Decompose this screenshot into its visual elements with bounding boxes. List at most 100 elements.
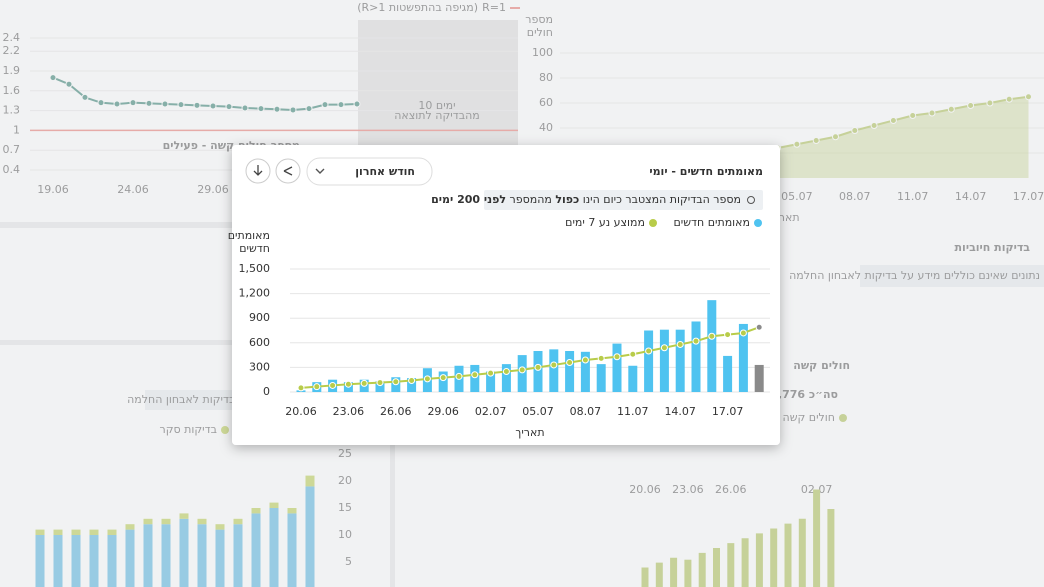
note-text: מהמספר [510, 193, 552, 206]
side-title: בדיקות חיוביות [955, 241, 1031, 254]
legend-dot [649, 219, 657, 227]
x-tick-label: 11.07 [617, 405, 649, 418]
x-tick-label: 29.06 [197, 183, 229, 196]
note: מספר הבדיקות המצטבר כיום הינו כפול מהמספ… [431, 193, 741, 206]
bar [723, 355, 733, 392]
bar [670, 557, 678, 587]
point [209, 102, 217, 110]
point [344, 380, 352, 388]
bar [675, 329, 685, 392]
bar [755, 533, 763, 587]
bar-segment [125, 524, 135, 530]
bar [644, 330, 654, 392]
card-bg [232, 145, 780, 445]
point [581, 356, 589, 364]
point [305, 105, 313, 113]
bar-segment [197, 524, 207, 587]
legend-dot [839, 414, 847, 422]
y-tick-label: 1 [13, 123, 20, 136]
bar [827, 509, 835, 587]
panel [860, 395, 1044, 587]
point [708, 332, 716, 340]
point [329, 381, 337, 389]
legend-label: ממוצע נע 7 ימים [565, 216, 645, 229]
bar [438, 371, 448, 392]
bar [727, 543, 735, 587]
note-bold: כפול [555, 193, 579, 206]
y-tick-label: 2.2 [3, 44, 21, 57]
y-axis-label: חדשים [239, 242, 270, 255]
point [870, 122, 878, 129]
bar-segment [35, 529, 45, 535]
point [408, 377, 416, 385]
annotation: מהבדיקה לתוצאה [394, 109, 480, 122]
bar-segment [305, 475, 315, 487]
bar-segment [251, 513, 261, 587]
x-tick-label: 26.06 [715, 483, 747, 496]
bar-segment [215, 524, 225, 530]
legend-label: (R>1 מגיפה בהתפשטות) [357, 1, 478, 14]
bar [707, 300, 717, 392]
bar [486, 371, 496, 392]
period-dropdown[interactable] [306, 157, 433, 186]
point [177, 101, 185, 109]
note-box [484, 190, 763, 210]
x-tick-label: 20.06 [629, 483, 661, 496]
x-tick-label: 08.07 [570, 405, 602, 418]
y-axis-label: חולים [527, 26, 553, 39]
bar-segment [233, 518, 243, 525]
bar-segment [143, 524, 153, 587]
bar-segment [269, 502, 279, 508]
y-tick-label: 0.7 [3, 143, 21, 156]
point [81, 93, 89, 101]
bar-segment [179, 513, 189, 519]
bar-segment [89, 529, 99, 535]
y-axis-label: מאומתים [228, 229, 270, 242]
area [739, 96, 1029, 178]
x-tick-label: 29.06 [427, 405, 459, 418]
point [289, 106, 297, 114]
point [889, 117, 897, 124]
point [676, 340, 684, 348]
bar [813, 489, 821, 587]
y-tick-label: 300 [249, 360, 270, 373]
bar-segment [143, 518, 153, 525]
line [738, 95, 1029, 158]
y-tick-label: 10 [338, 528, 352, 541]
bar-segment [71, 535, 81, 587]
bar-segment [197, 518, 207, 525]
point [967, 102, 975, 109]
point [1025, 93, 1032, 101]
share-icon [283, 166, 293, 176]
bar [641, 567, 649, 587]
point [129, 99, 137, 107]
y-tick-label: 0.4 [3, 163, 21, 176]
x-tick-label: 05.07 [781, 190, 813, 203]
bar [628, 365, 638, 392]
chevron [315, 168, 325, 174]
share-button[interactable] [275, 158, 301, 184]
y-tick-label: 1.3 [3, 104, 21, 117]
y-tick-label: 15 [338, 501, 352, 514]
bar-segment [305, 486, 315, 587]
bar-segment [161, 518, 171, 525]
legend-label: R=1 [482, 1, 506, 14]
point [360, 379, 368, 387]
bulb-icon [747, 196, 755, 204]
point [566, 358, 574, 366]
bar [684, 559, 692, 587]
bar [565, 351, 575, 392]
bar [470, 364, 480, 392]
point [692, 337, 700, 345]
point [241, 104, 249, 112]
bar-segment [287, 513, 297, 587]
bar [407, 378, 417, 392]
bar [501, 364, 511, 392]
y-tick-label: 1,500 [239, 262, 271, 275]
point [613, 353, 621, 361]
x-axis-label: תאריך [515, 426, 544, 439]
x-tick-label: 17.07 [712, 405, 744, 418]
bar [655, 562, 663, 587]
bar-segment [251, 508, 261, 514]
